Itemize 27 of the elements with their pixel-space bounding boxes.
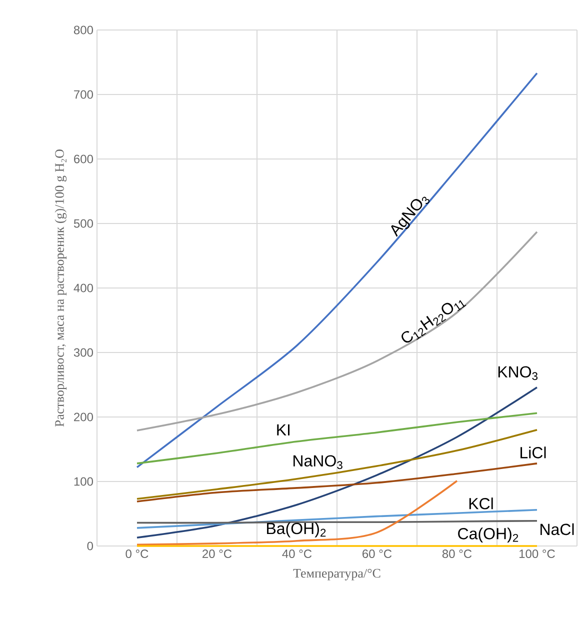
x-tick-label: 40 °C [282, 550, 312, 558]
text: C$_{12}$H$_{22}$O$_{11}$ [402, 300, 466, 343]
x-tick-label: 60 °C [362, 550, 392, 558]
x-tick-label: 20 °C [202, 550, 232, 558]
series-label: KNO$_{3}$ [498, 366, 538, 380]
x-tick-label: 0 °C [126, 550, 148, 558]
y-tick-label: 400 [74, 284, 93, 292]
series-label: LiCl [520, 446, 546, 458]
series-label: KI [277, 424, 290, 436]
y-tick-label: 500 [74, 219, 93, 228]
series-label: Ca(OH)$_{2}$ [458, 528, 518, 542]
y-tick-label: 0 [87, 542, 94, 550]
y-tick-label: 100 [74, 477, 93, 486]
line-series [136, 480, 458, 546]
series-label: NaNO$_{3}$ [294, 455, 342, 470]
series-label: Ba(OH)$_{2}$ [267, 522, 326, 538]
x-axis-title: Температура/°C [293, 568, 380, 580]
y-tick-label: 200 [74, 412, 93, 422]
y-tick-label: 600 [74, 154, 93, 164]
y-tick-label: 800 [74, 26, 93, 34]
series-label: KCl [469, 498, 493, 510]
y-axis-title: Растворливост, маса на раствореник (g)/100 g H₂O [54, 150, 67, 427]
y-tick-label: 300 [74, 348, 93, 357]
x-tick-label: 100 °C [520, 550, 555, 558]
series-label: NaCl [540, 523, 574, 536]
y-tick-label: 700 [74, 90, 93, 99]
x-tick-label: 80 °C [442, 550, 472, 558]
